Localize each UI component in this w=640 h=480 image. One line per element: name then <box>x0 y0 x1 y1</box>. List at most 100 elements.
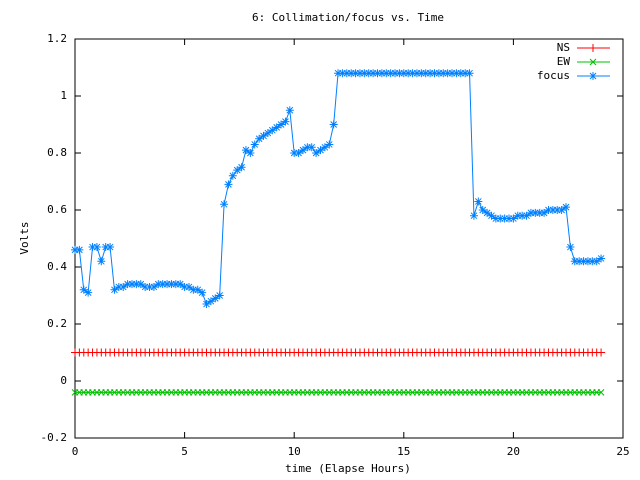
point-marker <box>540 208 549 217</box>
y-tick-label: 0.4 <box>47 260 67 273</box>
point-marker <box>154 280 163 289</box>
point-marker <box>228 171 237 180</box>
x-axis-label: time (Elapse Hours) <box>285 462 411 475</box>
point-marker <box>417 69 426 78</box>
point-marker <box>399 69 408 78</box>
point-marker <box>92 243 101 252</box>
point-marker <box>303 143 312 152</box>
point-marker <box>579 257 588 266</box>
y-tick-label: 0.6 <box>47 203 67 216</box>
point-marker <box>163 280 172 289</box>
y-tick-label: 0.8 <box>47 146 67 159</box>
point-marker <box>369 69 378 78</box>
point-marker <box>548 206 557 214</box>
point-marker <box>505 214 514 223</box>
point-marker <box>386 69 395 78</box>
point-marker <box>448 69 457 78</box>
point-marker <box>443 69 452 78</box>
point-marker <box>588 257 597 266</box>
point-marker <box>88 243 97 252</box>
x-tick-label: 15 <box>397 445 410 458</box>
x-tick-label: 25 <box>616 445 629 458</box>
point-marker <box>215 291 224 300</box>
point-marker <box>198 288 207 297</box>
x-tick-label: 10 <box>288 445 301 458</box>
x-tick-label: 20 <box>507 445 520 458</box>
point-marker <box>377 69 386 78</box>
point-marker <box>259 131 268 140</box>
point-marker <box>237 163 246 172</box>
point-marker <box>75 245 84 254</box>
point-marker <box>97 257 106 266</box>
point-marker <box>189 285 198 294</box>
point-marker <box>250 140 259 149</box>
y-tick-label: 1 <box>60 89 67 102</box>
point-marker <box>347 69 356 78</box>
point-marker <box>522 211 531 220</box>
y-tick-label: 1.2 <box>47 32 67 45</box>
point-marker <box>119 282 128 291</box>
point-marker <box>531 208 540 217</box>
point-marker <box>325 140 334 149</box>
point-marker <box>158 280 167 289</box>
point-marker <box>509 214 518 223</box>
point-marker <box>597 254 606 263</box>
point-marker <box>483 208 492 217</box>
point-marker <box>84 288 93 297</box>
point-marker <box>320 143 329 152</box>
point-marker <box>518 211 527 220</box>
point-marker <box>110 285 119 294</box>
point-marker <box>123 280 132 289</box>
point-marker <box>255 134 264 143</box>
point-marker <box>220 200 229 209</box>
point-marker <box>570 257 579 266</box>
legend-marker <box>589 72 597 80</box>
point-marker <box>360 69 369 78</box>
point-marker <box>412 69 421 78</box>
point-marker <box>395 69 404 78</box>
point-marker <box>206 297 215 306</box>
point-marker <box>513 211 522 220</box>
point-marker <box>272 123 281 132</box>
point-marker <box>101 243 110 252</box>
x-tick-label: 5 <box>181 445 188 458</box>
point-marker <box>127 280 136 289</box>
point-marker <box>193 285 202 294</box>
point-marker <box>465 69 474 78</box>
point-marker <box>408 69 417 78</box>
point-marker <box>456 69 465 78</box>
point-marker <box>496 214 505 223</box>
point-marker <box>391 69 400 78</box>
legend-marker <box>589 58 597 66</box>
legend-label: NS <box>557 41 570 54</box>
point-marker <box>141 282 150 291</box>
point-marker <box>338 69 347 78</box>
legend-marker <box>589 44 597 52</box>
point-marker <box>439 69 448 78</box>
point-marker <box>597 348 606 357</box>
point-marker <box>592 257 601 266</box>
point-marker <box>469 211 478 220</box>
point-marker <box>136 280 145 289</box>
x-tick-label: 0 <box>72 445 79 458</box>
point-marker <box>535 208 544 217</box>
point-marker <box>106 243 115 252</box>
point-marker <box>557 206 566 214</box>
point-marker <box>184 282 193 291</box>
point-marker <box>149 282 158 291</box>
point-marker <box>553 206 562 214</box>
point-marker <box>478 206 487 214</box>
point-marker <box>329 120 338 129</box>
point-marker <box>180 282 189 291</box>
point-marker <box>487 211 496 220</box>
point-marker <box>114 282 123 291</box>
point-marker <box>316 146 325 155</box>
point-marker <box>263 129 272 138</box>
point-marker <box>334 69 343 78</box>
point-marker <box>233 166 242 175</box>
point-marker <box>452 69 461 78</box>
point-marker <box>364 69 373 78</box>
point-marker <box>246 149 255 157</box>
point-marker <box>285 106 294 115</box>
